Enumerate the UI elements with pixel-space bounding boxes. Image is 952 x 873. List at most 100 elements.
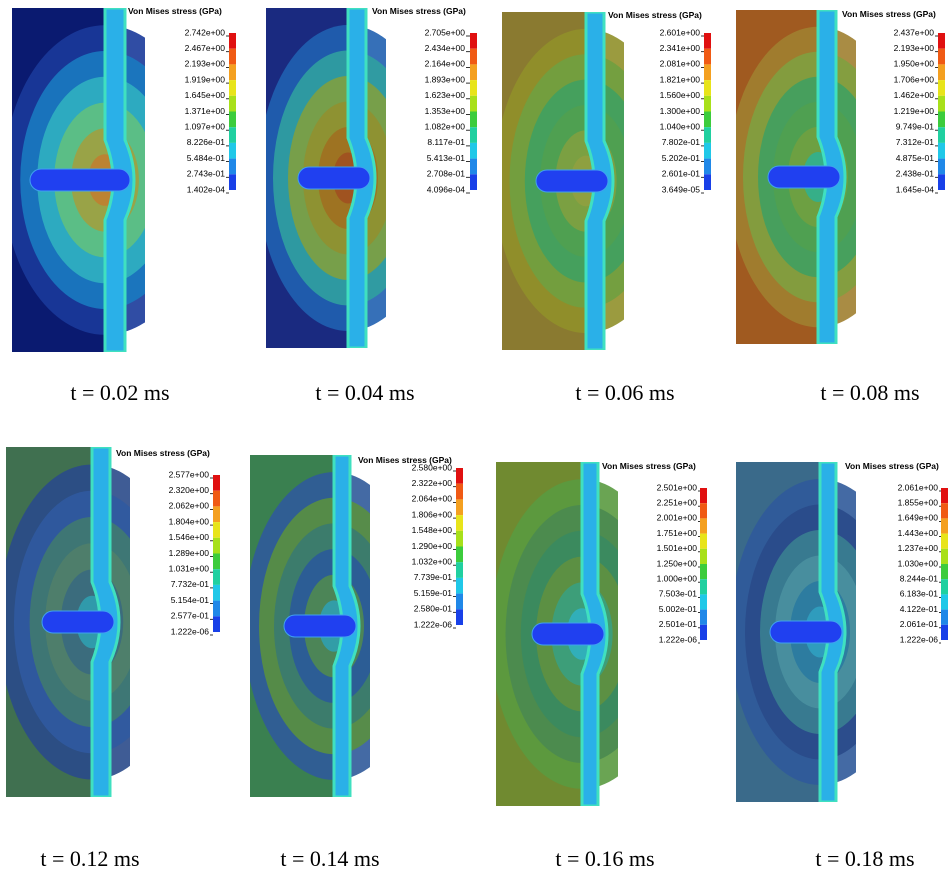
simulation-image	[3, 8, 206, 352]
legend-label: 4.875e-01	[896, 153, 935, 163]
simulation-image	[258, 8, 438, 348]
colorbar-swatch	[941, 503, 948, 518]
legend-title: Von Mises stress (GPa)	[372, 6, 466, 16]
colorbar-swatch	[938, 159, 945, 175]
colorbar-swatch	[704, 174, 711, 190]
colorbar-swatch	[229, 112, 236, 128]
colorbar-swatch	[470, 80, 477, 96]
colorbar-swatch	[229, 96, 236, 112]
time-caption: t = 0.04 ms	[315, 380, 414, 405]
colorbar-swatch	[938, 64, 945, 80]
colorbar-swatch	[704, 112, 711, 128]
legend-label: 1.751e+00	[657, 528, 698, 538]
legend-label: 1.950e+00	[894, 59, 935, 69]
colorbar-swatch	[456, 562, 463, 578]
colorbar-swatch	[941, 549, 948, 564]
colorbar-swatch	[456, 531, 463, 547]
colorbar-swatch	[229, 64, 236, 80]
projectile	[42, 611, 114, 633]
projectile	[536, 170, 608, 192]
legend-label: 1.501e+00	[657, 543, 698, 553]
legend-label: 5.202e-01	[662, 153, 701, 163]
legend-label: 2.580e+00	[412, 462, 453, 472]
colorbar-swatch	[213, 491, 220, 507]
legend-label: 2.438e-01	[896, 169, 935, 179]
legend-title: Von Mises stress (GPa)	[128, 6, 222, 16]
legend-label: 1.290e+00	[412, 541, 453, 551]
colorbar-swatch	[941, 579, 948, 594]
colorbar-swatch	[213, 554, 220, 570]
colorbar-swatch	[938, 127, 945, 143]
legend-label: 7.312e-01	[896, 137, 935, 147]
colorbar-swatch	[470, 33, 477, 49]
colorbar-swatch	[470, 96, 477, 112]
colorbar-swatch	[700, 549, 707, 564]
colorbar-swatch	[700, 564, 707, 579]
colorbar-swatch	[704, 64, 711, 80]
colorbar-swatch	[938, 112, 945, 128]
legend-label: 4.096e-04	[427, 184, 466, 194]
colorbar-swatch	[704, 96, 711, 112]
legend-label: 2.601e+00	[660, 27, 701, 37]
colorbar-swatch	[941, 610, 948, 625]
legend-label: 1.300e+00	[660, 106, 701, 116]
simulation-image	[494, 12, 678, 350]
colorbar-swatch	[941, 625, 948, 640]
legend-label: 1.371e+00	[185, 106, 226, 116]
legend-label: 1.645e+00	[185, 90, 226, 100]
legend-label: 1.031e+00	[169, 563, 210, 573]
legend-label: 1.000e+00	[657, 573, 698, 583]
legend-label: 1.560e+00	[660, 90, 701, 100]
legend-label: 2.251e+00	[657, 497, 698, 507]
legend-label: 2.501e-01	[659, 619, 698, 629]
legend-label: 2.061e-01	[900, 619, 939, 629]
colorbar-swatch	[941, 534, 948, 549]
legend-label: 1.443e+00	[898, 528, 939, 538]
legend-label: 1.645e-04	[896, 184, 935, 194]
legend-label: 2.708e-01	[427, 169, 466, 179]
projectile	[30, 169, 130, 191]
colorbar-swatch	[704, 80, 711, 96]
colorbar-swatch	[700, 579, 707, 594]
colorbar-swatch	[213, 585, 220, 601]
colorbar-swatch	[456, 499, 463, 515]
colorbar-swatch	[941, 488, 948, 503]
colorbar-swatch	[456, 578, 463, 594]
legend-label: 2.601e-01	[662, 169, 701, 179]
legend-label: 2.742e+00	[185, 27, 226, 37]
legend-label: 1.855e+00	[898, 497, 939, 507]
legend-label: 1.919e+00	[185, 74, 226, 84]
time-caption: t = 0.16 ms	[555, 846, 654, 871]
legend-label: 2.064e+00	[412, 494, 453, 504]
legend-label: 8.244e-01	[900, 573, 939, 583]
colorbar-swatch	[213, 522, 220, 538]
colorbar-swatch	[938, 49, 945, 65]
legend-label: 1.097e+00	[185, 121, 226, 131]
legend-label: 7.802e-01	[662, 137, 701, 147]
legend-label: 2.467e+00	[185, 43, 226, 53]
colorbar-swatch	[470, 112, 477, 128]
legend-label: 2.434e+00	[425, 43, 466, 53]
colorbar-swatch	[704, 33, 711, 49]
colorbar-swatch	[704, 143, 711, 159]
colorbar-swatch	[470, 127, 477, 143]
colorbar-swatch	[456, 484, 463, 500]
simulation-image	[490, 462, 674, 806]
colorbar-swatch	[229, 159, 236, 175]
colorbar-swatch	[213, 475, 220, 491]
legend-label: 1.032e+00	[412, 556, 453, 566]
colorbar-swatch	[213, 569, 220, 585]
legend-label: 2.320e+00	[169, 485, 210, 495]
legend-label: 2.580e-01	[414, 604, 453, 614]
projectile	[770, 621, 842, 643]
colorbar-swatch	[938, 143, 945, 159]
colorbar-swatch	[229, 80, 236, 96]
legend-label: 1.462e+00	[894, 90, 935, 100]
legend-label: 3.649e-05	[662, 184, 701, 194]
legend-label: 2.061e+00	[898, 482, 939, 492]
legend-label: 2.062e+00	[169, 501, 210, 511]
projectile	[532, 623, 604, 645]
colorbar-swatch	[456, 515, 463, 531]
time-caption: t = 0.06 ms	[575, 380, 674, 405]
legend-label: 5.154e-01	[171, 595, 210, 605]
